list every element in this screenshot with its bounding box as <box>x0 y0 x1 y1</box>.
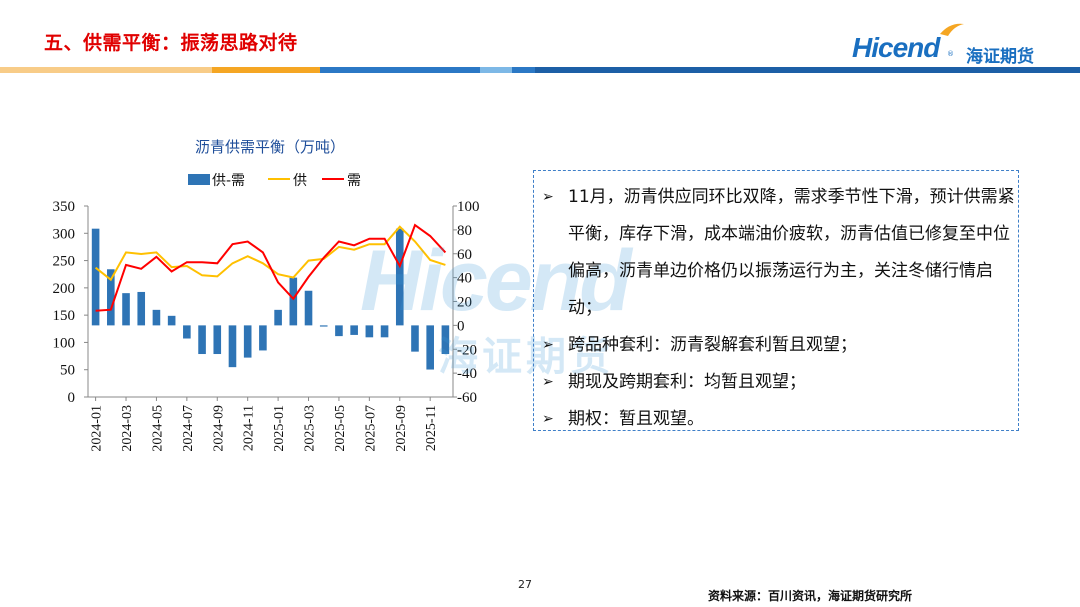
arrow-bullet-icon: ➢ <box>542 189 554 205</box>
bar-diff <box>319 325 328 327</box>
right-axis-tick-label: 20 <box>457 295 472 311</box>
page-title: 五、供需平衡：振荡思路对待 <box>44 32 298 54</box>
logo-swoosh-icon <box>940 23 964 36</box>
commentary-text: 11月，沥青供应同环比双降，需求季节性下滑，预计供需紧平衡，库存下滑，成本端油价… <box>568 187 1015 318</box>
x-axis-tick-label: 2025-11 <box>424 405 439 451</box>
commentary-text: 期现及跨期套利：均暂且观望； <box>568 372 806 392</box>
x-axis-tick-label: 2025-01 <box>272 405 287 452</box>
watermark-wordmark: Hicend <box>360 233 632 329</box>
bar-diff <box>122 293 130 326</box>
bar-diff <box>274 309 282 326</box>
x-axis-tick-label: 2024-05 <box>150 405 165 452</box>
right-axis-tick-label: 0 <box>457 318 465 334</box>
left-axis-tick-label: 0 <box>68 390 76 406</box>
bar-diff <box>259 325 267 351</box>
commentary-box: ➢ 11月，沥青供应同环比双降，需求季节性下滑，预计供需紧平衡，库存下滑，成本端… <box>533 170 1019 431</box>
commentary-item: ➢ 跨品种套利：沥青裂解套利暂且观望； <box>542 327 1018 364</box>
left-axis-tick-label: 350 <box>53 199 76 215</box>
header-stripe-3 <box>320 67 480 73</box>
chart-title: 沥青供需平衡（万吨） <box>195 138 345 156</box>
legend-label-demand: 需 <box>347 173 361 189</box>
bar-diff <box>411 325 419 352</box>
bar-diff <box>228 325 237 368</box>
bar-diff <box>198 325 206 355</box>
logo-wordmark: Hicend <box>852 32 940 63</box>
arrow-bullet-icon: ➢ <box>542 337 554 353</box>
logo-registered-mark: ® <box>947 50 954 58</box>
data-source-note: 资料来源：百川资讯，海证期货研究所 <box>708 589 913 603</box>
asphalt-balance-chart: 沥青供需平衡（万吨）供-需供需050100150200250300350-60-… <box>53 138 480 452</box>
right-axis-tick-label: 80 <box>457 223 472 239</box>
bar-diff <box>107 269 115 326</box>
header-stripe-4 <box>480 67 512 73</box>
left-axis-tick-label: 50 <box>60 363 75 379</box>
commentary-text: 期权：暂且观望。 <box>568 409 704 429</box>
bar-diff <box>213 325 222 355</box>
left-axis-tick-label: 300 <box>53 226 76 242</box>
watermark-chinese: 海证期货 <box>438 334 614 380</box>
commentary-item: ➢ 11月，沥青供应同环比双降，需求季节性下滑，预计供需紧平衡，库存下滑，成本端… <box>542 179 1018 327</box>
right-axis-tick-label: 60 <box>457 247 472 263</box>
bar-diff <box>304 290 313 326</box>
right-axis-tick-label: -40 <box>457 366 477 382</box>
right-axis-tick-label: -20 <box>457 342 477 358</box>
bar-diff <box>365 325 374 338</box>
legend-label-diff: 供-需 <box>212 173 245 189</box>
bar-diff <box>350 325 358 335</box>
left-axis-tick-label: 250 <box>53 254 76 270</box>
header-stripe-2 <box>212 67 320 73</box>
line-demand <box>95 223 447 312</box>
bar-diff <box>167 315 176 326</box>
x-axis-tick-label: 2024-09 <box>211 405 226 452</box>
commentary-text: 跨品种套利：沥青裂解套利暂且观望； <box>568 335 857 355</box>
x-axis-tick-label: 2024-03 <box>120 405 135 452</box>
header-stripe-1 <box>0 67 212 73</box>
right-axis-tick-label: -60 <box>457 390 477 406</box>
header-stripe-5 <box>512 67 535 73</box>
left-axis-tick-label: 100 <box>53 335 76 351</box>
legend-label-supply: 供 <box>293 173 307 189</box>
arrow-bullet-icon: ➢ <box>542 374 554 390</box>
bar-diff <box>91 228 100 326</box>
page-number: 27 <box>518 578 532 591</box>
commentary-item: ➢ 期权：暂且观望。 <box>542 401 1018 438</box>
bar-diff <box>335 325 343 337</box>
bar-diff <box>426 325 434 370</box>
watermark: Hicend 海证期货 <box>360 232 660 382</box>
x-axis-tick-label: 2025-07 <box>363 405 378 452</box>
bar-diff <box>395 228 404 326</box>
header-stripe-6 <box>535 67 1080 73</box>
bar-diff <box>289 277 298 326</box>
x-axis-tick-label: 2025-03 <box>303 405 318 452</box>
left-axis-tick-label: 150 <box>53 308 76 324</box>
x-axis-tick-label: 2024-07 <box>181 405 196 452</box>
commentary-list: ➢ 11月，沥青供应同环比双降，需求季节性下滑，预计供需紧平衡，库存下滑，成本端… <box>534 171 1018 438</box>
bar-diff <box>137 291 146 326</box>
arrow-bullet-icon: ➢ <box>542 411 554 427</box>
hicend-logo: Hicend ® 海证期货 <box>852 20 1062 70</box>
right-axis-tick-label: 100 <box>457 199 480 215</box>
left-axis-tick-label: 200 <box>53 281 76 297</box>
bar-diff <box>441 325 450 355</box>
bar-diff <box>152 309 161 326</box>
right-axis-tick-label: 40 <box>457 271 472 287</box>
bar-diff <box>243 325 252 358</box>
bar-diff <box>183 325 191 339</box>
x-axis-tick-label: 2025-09 <box>394 405 409 452</box>
x-axis-tick-label: 2024-11 <box>242 405 257 451</box>
legend-swatch-diff <box>188 174 210 185</box>
logo-chinese-name: 海证期货 <box>966 47 1034 67</box>
x-axis-tick-label: 2024-01 <box>90 405 105 452</box>
x-axis-tick-label: 2025-05 <box>333 405 348 452</box>
bar-diff <box>380 325 389 338</box>
commentary-item: ➢ 期现及跨期套利：均暂且观望； <box>542 364 1018 401</box>
